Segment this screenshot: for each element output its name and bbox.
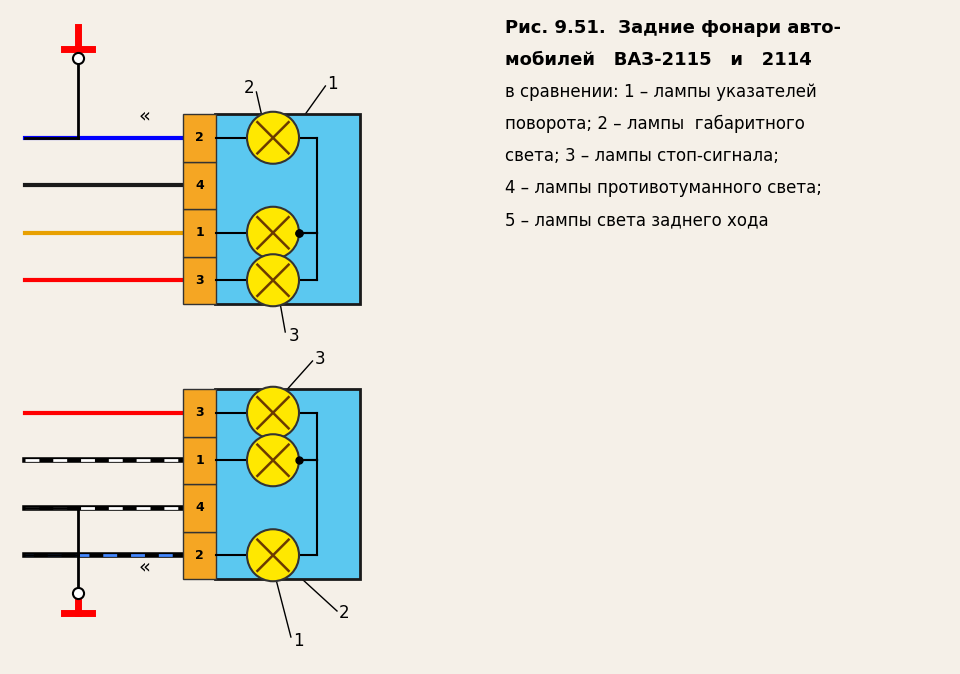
Text: 1: 1: [195, 454, 204, 467]
Circle shape: [247, 112, 299, 164]
Text: 1: 1: [327, 75, 338, 93]
Circle shape: [247, 254, 299, 306]
Bar: [183, 114, 216, 162]
Text: 2: 2: [195, 131, 204, 144]
Bar: [215, 389, 360, 579]
Circle shape: [247, 207, 299, 259]
Text: 1: 1: [293, 632, 303, 650]
Text: 2: 2: [339, 604, 349, 622]
Bar: [183, 162, 216, 209]
Text: в сравнении: 1 – лампы указателей: в сравнении: 1 – лампы указателей: [505, 83, 817, 101]
Text: 4 – лампы противотуманного света;: 4 – лампы противотуманного света;: [505, 179, 822, 197]
Text: 5 – лампы света заднего хода: 5 – лампы света заднего хода: [505, 211, 769, 229]
Text: 3: 3: [195, 274, 204, 286]
Text: мобилей   ВАЗ-2115   и   2114: мобилей ВАЗ-2115 и 2114: [505, 51, 812, 69]
Circle shape: [247, 529, 299, 581]
Bar: [183, 389, 216, 437]
Bar: [183, 209, 216, 257]
Text: 2: 2: [244, 79, 254, 97]
Bar: [183, 257, 216, 304]
Text: 3: 3: [195, 406, 204, 419]
Circle shape: [247, 387, 299, 439]
Bar: [215, 114, 360, 304]
Bar: [183, 437, 216, 484]
Text: Рис. 9.51.  Задние фонари авто-: Рис. 9.51. Задние фонари авто-: [505, 19, 841, 37]
Bar: [183, 532, 216, 579]
Text: 4: 4: [195, 179, 204, 191]
Circle shape: [247, 434, 299, 486]
Text: «: «: [139, 558, 151, 577]
Text: 3: 3: [315, 350, 325, 368]
Text: поворота; 2 – лампы  габаритного: поворота; 2 – лампы габаритного: [505, 115, 804, 133]
Text: 4: 4: [195, 501, 204, 514]
Text: 3: 3: [288, 327, 299, 345]
Text: «: «: [139, 106, 151, 125]
Text: 1: 1: [195, 226, 204, 239]
Bar: [183, 484, 216, 532]
Text: 2: 2: [195, 549, 204, 561]
Text: света; 3 – лампы стоп-сигнала;: света; 3 – лампы стоп-сигнала;: [505, 147, 779, 165]
